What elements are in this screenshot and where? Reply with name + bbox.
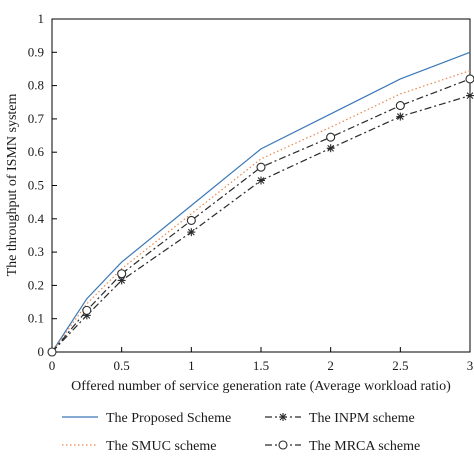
x-axis-label: Offered number of service generation rat… [71,379,451,394]
x-tick-label: 0.5 [114,358,130,373]
star-marker [257,176,265,185]
legend-label: The Proposed Scheme [106,411,231,426]
circle-marker [395,101,405,111]
y-tick-label: 0.5 [28,178,44,193]
series-line [51,70,471,353]
x-tick-label: 0 [49,358,56,373]
plot-frame [51,18,471,353]
y-tick-label: 0.4 [28,211,45,226]
star-marker [187,228,196,237]
circle-marker [47,347,57,357]
series-line [51,51,471,353]
y-tick-label: 0.2 [28,277,44,292]
legend: The Proposed Scheme The SMUC scheme The IN… [62,411,420,454]
circle-marker [278,440,288,450]
series-line [51,78,471,353]
x-tick-label: 2.5 [392,358,408,373]
series-layer [47,51,474,357]
circle-marker [82,305,92,315]
y-axis-label: The throughput of ISMN system [5,94,20,277]
y-tick-label: 0.8 [28,78,44,93]
x-tick-label: 2 [327,358,334,373]
y-tick-label: 0.7 [28,111,45,126]
x-tick-label: 1 [188,358,195,373]
y-tick-label: 0.3 [28,244,44,259]
x-tick-label: 3 [467,358,474,373]
y-tick-label: 0.9 [28,44,44,59]
legend-label: The MRCA scheme [309,439,420,454]
star-marker [326,144,335,153]
circle-marker [117,269,127,279]
circle-marker [256,162,266,172]
legend-label: The SMUC scheme [106,439,216,454]
circle-marker [326,132,336,142]
y-tick-label: 0.6 [28,144,45,159]
circle-marker [465,74,474,84]
star-marker [279,413,287,421]
y-tick-label: 0.1 [28,311,44,326]
star-marker [396,112,405,121]
x-tick-label: 1.5 [253,358,269,373]
y-tick-label: 1 [38,11,45,26]
circle-marker [186,215,196,226]
star-marker [466,91,474,100]
legend-label: The INPM scheme [309,411,415,426]
series-line [51,95,471,353]
y-tick-label: 0 [38,344,45,359]
axis-ticks: 0 0.5 1 1.5 2 2.5 3 0 0.1 0.2 0.3 0.4 0.5 0.6 0.7 0.8 0.… [28,11,474,373]
